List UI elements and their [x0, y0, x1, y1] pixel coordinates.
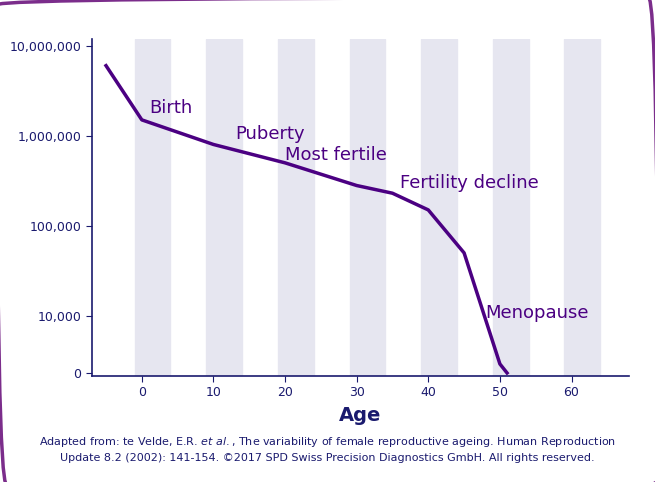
Bar	[565, 39, 600, 376]
Text: Most fertile: Most fertile	[285, 146, 387, 163]
Text: Adapted from: te Velde, E.R. $\it{et\ al.}$, The variability of female reproduct: Adapted from: te Velde, E.R. $\it{et\ al…	[39, 435, 616, 463]
Bar	[206, 39, 242, 376]
X-axis label: Age: Age	[339, 406, 381, 425]
Bar	[350, 39, 385, 376]
Bar	[278, 39, 314, 376]
Bar	[493, 39, 529, 376]
Bar	[421, 39, 457, 376]
Text: Fertility decline: Fertility decline	[400, 174, 538, 191]
Text: Puberty: Puberty	[235, 125, 305, 143]
Text: Birth: Birth	[149, 99, 192, 117]
Bar	[135, 39, 170, 376]
Text: Menopause: Menopause	[485, 304, 589, 322]
